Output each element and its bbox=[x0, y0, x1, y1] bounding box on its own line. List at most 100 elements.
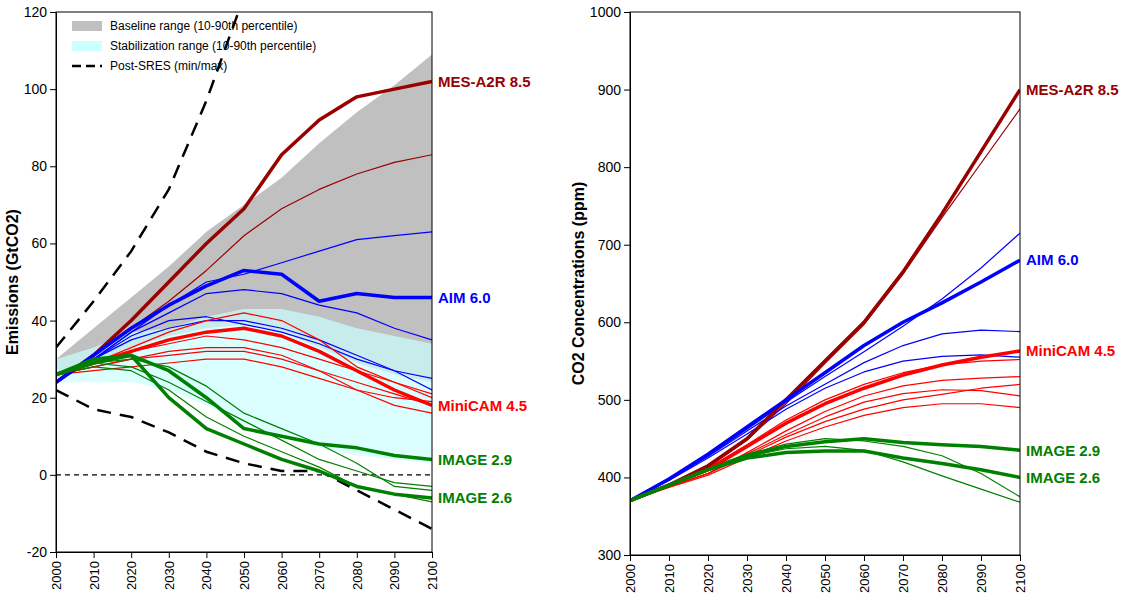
y-tick-mark bbox=[50, 12, 56, 13]
y-tick-mark bbox=[50, 321, 56, 322]
x-axis-line bbox=[57, 553, 433, 559]
y-axis: -20020406080100120 bbox=[24, 4, 57, 560]
y-tick: 500 bbox=[598, 392, 630, 408]
y-tick: 400 bbox=[598, 469, 630, 485]
legend-entry: Stabilization range (10-90th percentile) bbox=[72, 39, 316, 53]
y-axis-title: Emissions (GtCO2) bbox=[4, 209, 21, 355]
series-line bbox=[56, 355, 432, 498]
x-tick-label: 2030 bbox=[740, 564, 755, 593]
x-tick-mark bbox=[981, 555, 982, 561]
x-tick-label: 2060 bbox=[857, 564, 872, 593]
x-tick-mark bbox=[244, 552, 245, 558]
x-tick: 2100 bbox=[1013, 555, 1028, 593]
legend-label: Post-SRES (min/max) bbox=[110, 59, 227, 73]
figure: 2000201020202030204020502060207020802090… bbox=[0, 0, 1135, 606]
y-tick-label: 120 bbox=[24, 4, 48, 20]
series-line bbox=[630, 384, 1020, 500]
chart-panel: 2000201020202030204020502060207020802090… bbox=[570, 4, 1119, 593]
x-axis: 2000201020202030204020502060207020802090… bbox=[49, 552, 440, 590]
y-tick-label: 800 bbox=[598, 159, 622, 175]
series-line bbox=[630, 109, 1020, 501]
y-tick-mark bbox=[50, 398, 56, 399]
x-tick: 2000 bbox=[623, 555, 638, 593]
y-tick-label: 1000 bbox=[590, 4, 621, 20]
y-tick: -20 bbox=[27, 544, 56, 560]
series-line bbox=[630, 451, 1020, 501]
plot-area bbox=[56, 12, 432, 529]
x-tick-mark bbox=[357, 552, 358, 558]
series-label: IMAGE 2.6 bbox=[1026, 469, 1100, 486]
x-tick: 2070 bbox=[312, 552, 327, 590]
x-tick: 2020 bbox=[124, 552, 139, 590]
series-line bbox=[56, 81, 432, 382]
x-tick-mark bbox=[669, 555, 670, 561]
y-tick: 20 bbox=[31, 390, 56, 406]
x-tick: 2010 bbox=[662, 555, 677, 593]
x-tick-label: 2040 bbox=[779, 564, 794, 593]
y-tick: 80 bbox=[31, 158, 56, 174]
y-tick-mark bbox=[624, 167, 630, 168]
range-area bbox=[56, 309, 432, 463]
x-tick: 2030 bbox=[162, 552, 177, 590]
x-axis: 2000201020202030204020502060207020802090… bbox=[623, 555, 1028, 593]
x-tick-label: 2080 bbox=[935, 564, 950, 593]
y-tick-mark bbox=[624, 400, 630, 401]
series-line bbox=[630, 90, 1020, 501]
x-tick-label: 2070 bbox=[312, 561, 327, 590]
y-tick-label: 60 bbox=[31, 235, 47, 251]
series-line bbox=[56, 270, 432, 382]
y-tick: 600 bbox=[598, 314, 630, 330]
x-tick-label: 2030 bbox=[162, 561, 177, 590]
y-axis-line bbox=[624, 13, 631, 556]
y-axis-line bbox=[50, 13, 57, 553]
x-tick-mark bbox=[747, 555, 748, 561]
x-tick-label: 2060 bbox=[275, 561, 290, 590]
y-tick: 100 bbox=[24, 81, 56, 97]
y-tick: 40 bbox=[31, 313, 56, 329]
x-tick-mark bbox=[394, 552, 395, 558]
y-tick: 900 bbox=[598, 82, 630, 98]
legend-label: Baseline range (10-90th percentile) bbox=[110, 19, 297, 33]
series-line bbox=[630, 260, 1020, 500]
y-tick-label: 80 bbox=[31, 158, 47, 174]
chart-panel: 2000201020202030204020502060207020802090… bbox=[4, 0, 531, 590]
x-tick-label: 2080 bbox=[350, 561, 365, 590]
y-tick-mark bbox=[624, 245, 630, 246]
x-tick-label: 2100 bbox=[425, 561, 440, 590]
x-tick: 2030 bbox=[740, 555, 755, 593]
series-line bbox=[630, 439, 1020, 501]
y-tick-label: 400 bbox=[598, 469, 622, 485]
x-tick-mark bbox=[708, 555, 709, 561]
legend: Baseline range (10-90th percentile) Stabi… bbox=[72, 19, 316, 73]
legend-swatch bbox=[72, 21, 102, 31]
x-tick: 2080 bbox=[350, 552, 365, 590]
y-tick-mark bbox=[50, 243, 56, 244]
x-tick-label: 2100 bbox=[1013, 564, 1028, 593]
x-tick: 2070 bbox=[896, 555, 911, 593]
x-tick-mark bbox=[1020, 555, 1021, 561]
x-tick: 2050 bbox=[237, 552, 252, 590]
series-label: MES-A2R 8.5 bbox=[1026, 81, 1119, 98]
dashed-line bbox=[56, 390, 432, 529]
y-tick-label: -20 bbox=[27, 544, 47, 560]
y-tick-label: 300 bbox=[598, 547, 622, 563]
series-line bbox=[630, 390, 1020, 501]
y-tick: 800 bbox=[598, 159, 630, 175]
y-tick-label: 100 bbox=[24, 81, 48, 97]
legend-swatch bbox=[72, 41, 102, 51]
series-label: MiniCAM 4.5 bbox=[438, 397, 527, 414]
series-line bbox=[630, 404, 1020, 501]
series-label: IMAGE 2.9 bbox=[1026, 442, 1100, 459]
series-line bbox=[630, 439, 1020, 501]
series-line bbox=[630, 233, 1020, 501]
series-line bbox=[630, 360, 1020, 501]
dashed-line bbox=[56, 12, 244, 348]
series-label: AIM 6.0 bbox=[438, 289, 491, 306]
y-tick-label: 40 bbox=[31, 313, 47, 329]
plot-frame bbox=[630, 12, 1020, 555]
x-tick-mark bbox=[206, 552, 207, 558]
x-tick: 2050 bbox=[818, 555, 833, 593]
y-tick-label: 700 bbox=[598, 237, 622, 253]
x-tick-label: 2010 bbox=[87, 561, 102, 590]
legend-label: Stabilization range (10-90th percentile) bbox=[110, 39, 316, 53]
